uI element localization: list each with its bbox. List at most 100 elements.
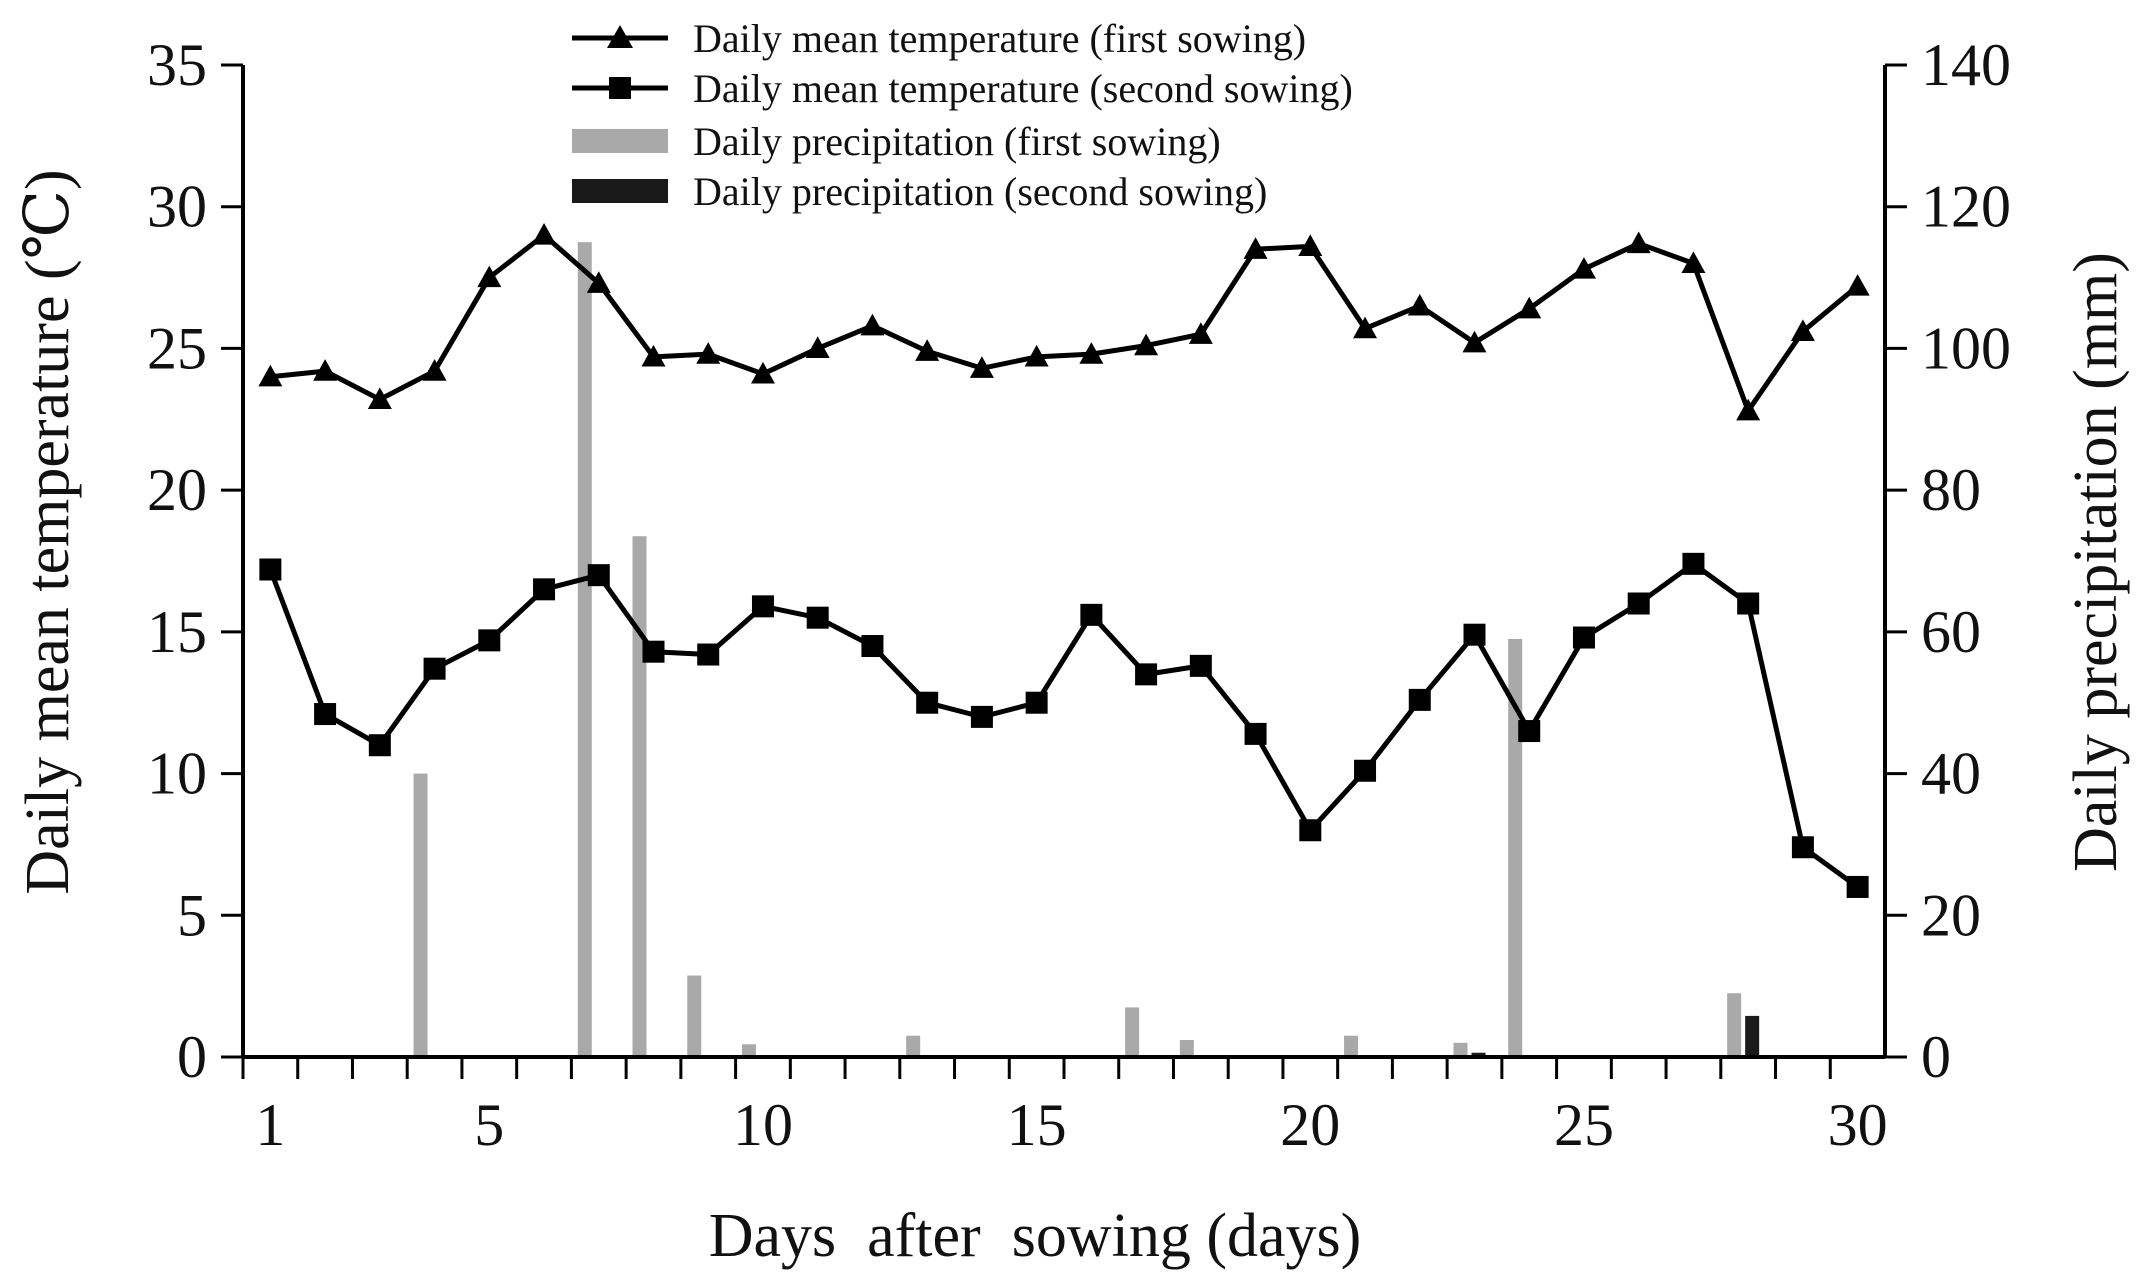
temp-second-point bbox=[1354, 759, 1377, 782]
axes: 1 5 10 15 20 25 300510152025303502040608010012… bbox=[147, 32, 2011, 1158]
x-tick-label: 20 bbox=[1280, 1092, 1340, 1158]
y-right-tick-label: 20 bbox=[1921, 882, 1981, 948]
temp-second-point bbox=[806, 606, 829, 629]
y-right-tick-label: 60 bbox=[1921, 599, 1981, 665]
temp-second-point bbox=[423, 657, 446, 680]
precip-first-bar bbox=[1344, 1035, 1359, 1057]
temp-second-point bbox=[751, 595, 774, 618]
precip-first-bar bbox=[687, 975, 702, 1057]
temp-second-point bbox=[314, 703, 337, 726]
temp-first-point bbox=[1517, 296, 1542, 319]
temp-first-point bbox=[313, 359, 338, 381]
y-axis-left-title: Daily mean temperature (℃) bbox=[14, 169, 82, 894]
x-tick-label: 25 bbox=[1554, 1092, 1614, 1158]
y-left-tick-label: 30 bbox=[147, 174, 207, 240]
y-left-tick-label: 20 bbox=[147, 457, 207, 523]
y-left-tick-label: 35 bbox=[147, 32, 207, 98]
temp-first-point bbox=[1736, 398, 1761, 421]
temp-second-point bbox=[642, 640, 665, 663]
temp-first-point bbox=[422, 359, 447, 381]
legend-label: Daily mean temperature (first sowing) bbox=[693, 16, 1306, 61]
legend-label: Daily precipitation (second sowing) bbox=[693, 169, 1267, 214]
temp-first-point bbox=[750, 361, 775, 384]
temp-first-point bbox=[1243, 237, 1268, 259]
temp-first-point bbox=[969, 356, 994, 378]
temp-second-point bbox=[1463, 623, 1486, 646]
precip-first-bar bbox=[577, 242, 592, 1058]
temp-first-point bbox=[860, 313, 885, 336]
precip-first-bar bbox=[1453, 1042, 1468, 1057]
temp-second-point bbox=[1025, 691, 1048, 714]
temp-second-point bbox=[916, 691, 939, 714]
precip-first-bar bbox=[906, 1035, 921, 1057]
temp-second-point bbox=[1189, 654, 1212, 677]
x-tick-label: 15 bbox=[1007, 1092, 1067, 1158]
precip-first-bar bbox=[741, 1044, 756, 1057]
temp-first-point bbox=[1024, 344, 1049, 367]
precip-second-bar bbox=[1745, 1015, 1760, 1057]
temp-first-point bbox=[477, 265, 502, 288]
x-tick-label: 10 bbox=[733, 1092, 793, 1158]
temp-second-point bbox=[970, 705, 993, 728]
temp-first-point bbox=[1353, 316, 1378, 339]
legend-swatch bbox=[572, 129, 668, 153]
axis-titles: Days after sowing (days) Daily mean temp… bbox=[14, 169, 2130, 1270]
temp-first-point bbox=[915, 339, 940, 361]
temperature-lines bbox=[258, 223, 1870, 898]
temp-first-point bbox=[258, 364, 283, 387]
temp-second-point bbox=[1682, 552, 1705, 575]
temp-second-point bbox=[1846, 875, 1869, 898]
temp-second-point bbox=[587, 564, 610, 587]
temp-first-point bbox=[805, 336, 830, 359]
x-tick-label: 30 bbox=[1828, 1092, 1888, 1158]
x-tick-label: 1 bbox=[255, 1092, 285, 1158]
temp-first-line bbox=[270, 232, 1860, 414]
temp-first-point bbox=[1790, 319, 1815, 342]
temp-first-point bbox=[1626, 231, 1651, 254]
temp-second-point bbox=[1244, 722, 1267, 745]
temp-second-point bbox=[259, 558, 282, 581]
x-tick-label: 5 bbox=[474, 1092, 504, 1158]
legend-label: Daily precipitation (first sowing) bbox=[693, 119, 1221, 164]
y-left-tick-label: 25 bbox=[147, 315, 207, 381]
legend-label: Daily mean temperature (second sowing) bbox=[693, 66, 1353, 111]
temp-first-point bbox=[1188, 322, 1213, 344]
temp-second-point bbox=[697, 643, 720, 666]
y-right-tick-label: 100 bbox=[1921, 315, 2011, 381]
temp-second-point bbox=[1135, 663, 1158, 686]
temp-second-point bbox=[861, 635, 884, 658]
y-left-tick-label: 5 bbox=[177, 882, 207, 948]
y-axis-right-title: Daily precipitation (mm) bbox=[2062, 252, 2130, 872]
temp-second-point bbox=[1737, 592, 1760, 615]
temp-second-point bbox=[1299, 819, 1322, 842]
y-right-tick-label: 140 bbox=[1921, 32, 2011, 98]
precip-first-bar bbox=[1508, 638, 1523, 1057]
precip-first-bar bbox=[1125, 1007, 1140, 1057]
y-left-tick-label: 15 bbox=[147, 599, 207, 665]
y-right-tick-label: 40 bbox=[1921, 741, 1981, 807]
temp-first-point bbox=[1298, 234, 1323, 256]
temp-first-point bbox=[586, 271, 611, 293]
y-right-tick-label: 80 bbox=[1921, 457, 1981, 523]
y-right-tick-label: 0 bbox=[1921, 1024, 1951, 1090]
temp-first-point bbox=[532, 223, 557, 245]
temp-first-point bbox=[1571, 257, 1596, 279]
temp-second-point bbox=[1572, 626, 1595, 649]
x-axis-title: Days after sowing (days) bbox=[709, 1202, 1362, 1270]
temp-first-point bbox=[1462, 330, 1487, 353]
legend-swatch bbox=[572, 179, 668, 203]
precip-first-bar bbox=[632, 536, 647, 1057]
temp-second-point bbox=[368, 734, 391, 757]
temp-first-point bbox=[1845, 274, 1870, 296]
temp-first-point bbox=[1407, 293, 1432, 316]
y-left-tick-label: 0 bbox=[177, 1024, 207, 1090]
legend-marker bbox=[609, 77, 631, 99]
precip-first-bar bbox=[1727, 993, 1742, 1057]
temp-first-point bbox=[1134, 333, 1159, 356]
temp-second-point bbox=[1080, 603, 1103, 626]
precip-first-bar bbox=[1179, 1039, 1194, 1057]
temp-first-point bbox=[1681, 251, 1706, 273]
temp-first-point bbox=[367, 387, 392, 410]
